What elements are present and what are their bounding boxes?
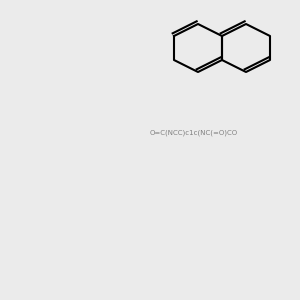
Text: O=C(NCC)c1c(NC(=O)CO: O=C(NCC)c1c(NC(=O)CO [150,130,238,136]
